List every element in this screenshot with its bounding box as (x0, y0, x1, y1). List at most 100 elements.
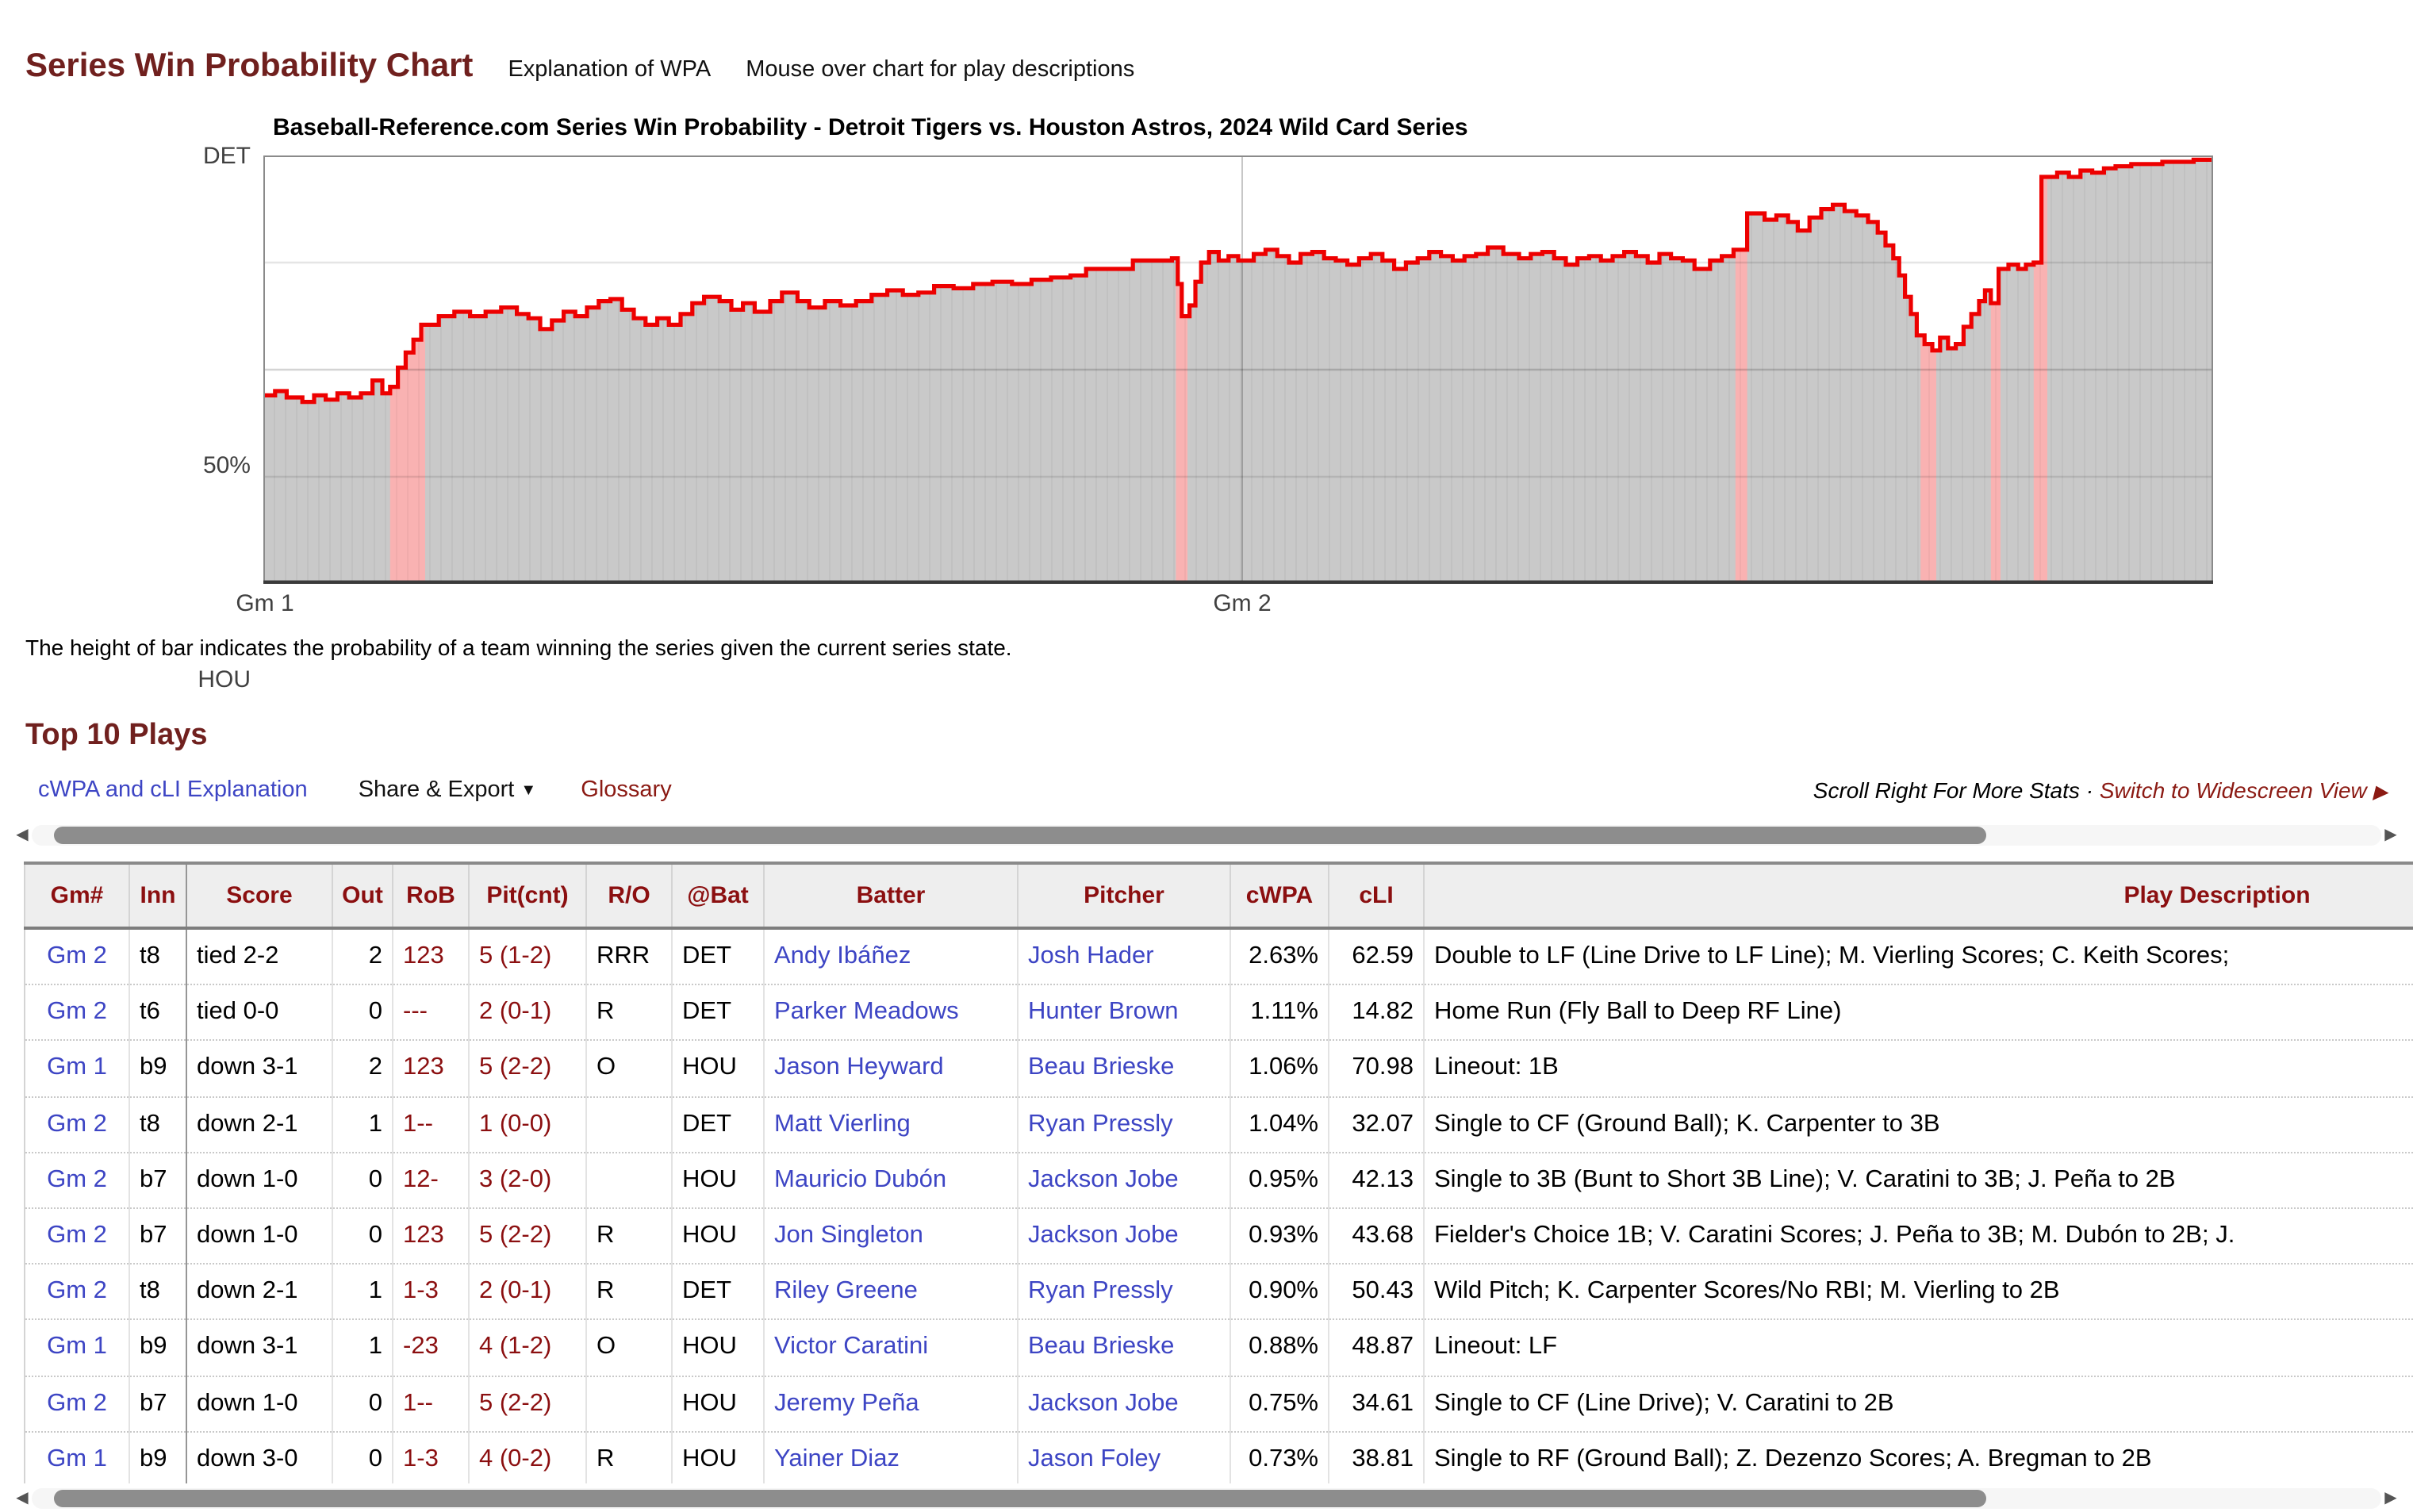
widescreen-view-link[interactable]: Switch to Widescreen View (2099, 777, 2367, 803)
cell-desc: Lineout: 1B (1424, 1040, 2413, 1098)
scrollbar-track[interactable] (32, 825, 2381, 846)
batter-link[interactable]: Jeremy Peña (774, 1389, 919, 1417)
column-header-rob[interactable]: RoB (393, 862, 470, 930)
scroll-left-arrow-icon[interactable]: ◀ (16, 1490, 29, 1507)
cell-bat: DET (672, 984, 765, 1042)
cell-ro (586, 1096, 673, 1153)
scroll-right-arrow-icon[interactable]: ▶ (2384, 827, 2397, 844)
cell-rob: 1-- (393, 1376, 470, 1433)
column-header--bat[interactable]: @Bat (672, 862, 765, 930)
batter-link[interactable]: Mauricio Dubón (774, 1165, 947, 1193)
table-header-row: Gm# Inn Score Out RoB Pit(cnt) R/O @Bat Batter Pi… (24, 862, 2413, 930)
column-header-pitcher[interactable]: Pitcher (1018, 862, 1231, 930)
share-export-menu[interactable]: Share & Export ▼ (359, 777, 543, 803)
cell-gm: Gm 2 (24, 1096, 130, 1153)
cell-desc: Fielder's Choice 1B; V. Caratini Scores;… (1424, 1207, 2413, 1265)
cell-cli: 14.82 (1329, 984, 1425, 1042)
batter-link[interactable]: Riley Greene (774, 1277, 918, 1305)
pitcher-link[interactable]: Ryan Pressly (1028, 1110, 1173, 1138)
cell-desc: Single to CF (Ground Ball); K. Carpenter… (1424, 1096, 2413, 1153)
cell-cli: 43.68 (1329, 1207, 1425, 1265)
cell-inn: b9 (129, 1040, 187, 1098)
cell-cwpa: 0.93% (1230, 1207, 1329, 1265)
cell-batter: Jeremy Peña (764, 1376, 1019, 1433)
column-header-pit-cnt-[interactable]: Pit(cnt) (469, 862, 587, 930)
wpa-explanation-link[interactable]: Explanation of WPA (508, 57, 712, 83)
cell-cwpa: 1.11% (1230, 984, 1329, 1042)
widescreen-arrow-icon: ▶ (2373, 781, 2388, 803)
cwpa-cli-explanation-link[interactable]: cWPA and cLI Explanation (38, 777, 308, 803)
cell-cwpa: 0.75% (1230, 1376, 1329, 1433)
gm-link[interactable]: Gm 2 (47, 1389, 107, 1417)
glossary-link[interactable]: Glossary (581, 777, 672, 803)
batter-link[interactable]: Jason Heyward (774, 1053, 944, 1081)
pitcher-link[interactable]: Ryan Pressly (1028, 1277, 1173, 1305)
pitcher-link[interactable]: Beau Brieske (1028, 1053, 1175, 1081)
column-header-out[interactable]: Out (332, 862, 393, 930)
gm-link[interactable]: Gm 2 (47, 1110, 107, 1138)
share-export-label: Share & Export (358, 777, 515, 803)
pitcher-link[interactable]: Josh Hader (1028, 942, 1154, 970)
batter-link[interactable]: Jon Singleton (774, 1222, 923, 1249)
cell-score: down 2-1 (186, 1096, 333, 1153)
column-header-cwpa[interactable]: cWPA (1230, 862, 1329, 930)
pitcher-link[interactable]: Hunter Brown (1028, 998, 1179, 1026)
gm-link[interactable]: Gm 2 (47, 1165, 107, 1193)
scroll-left-arrow-icon[interactable]: ◀ (16, 827, 29, 844)
cell-score: down 1-0 (186, 1376, 333, 1433)
batter-link[interactable]: Yainer Diaz (774, 1445, 900, 1472)
cell-pitcher: Josh Hader (1018, 928, 1231, 986)
gm-link[interactable]: Gm 2 (47, 998, 107, 1026)
scrollbar-thumb[interactable] (54, 827, 1986, 844)
cell-desc: Wild Pitch; K. Carpenter Scores/No RBI; … (1424, 1264, 2413, 1321)
cell-rob: 1-3 (393, 1431, 470, 1483)
batter-link[interactable]: Matt Vierling (774, 1110, 911, 1138)
cell-batter: Andy Ibáñez (764, 928, 1019, 986)
pitcher-link[interactable]: Beau Brieske (1028, 1333, 1175, 1360)
chart-plot-area[interactable] (263, 155, 2215, 585)
column-header-batter[interactable]: Batter (764, 862, 1019, 930)
column-header-gm-[interactable]: Gm# (24, 862, 130, 930)
win-probability-line (263, 157, 2215, 405)
cell-cli: 34.61 (1329, 1376, 1425, 1433)
scrollbar-thumb[interactable] (54, 1490, 1986, 1507)
chart-caption: The height of bar indicates the probabil… (25, 635, 1012, 660)
cell-cwpa: 0.73% (1230, 1431, 1329, 1483)
cell-ro: R (586, 984, 673, 1042)
gm-link[interactable]: Gm 2 (47, 942, 107, 970)
gm-link[interactable]: Gm 2 (47, 1222, 107, 1249)
cell-pit: 1 (0-0) (469, 1096, 587, 1153)
cell-gm: Gm 1 (24, 1040, 130, 1098)
pitcher-link[interactable]: Jackson Jobe (1028, 1222, 1179, 1249)
cell-pitcher: Jackson Jobe (1018, 1207, 1231, 1265)
gm-link[interactable]: Gm 1 (47, 1053, 107, 1081)
cell-out: 2 (332, 928, 393, 986)
scrollbar-track[interactable] (32, 1488, 2381, 1509)
cell-ro: O (586, 1319, 673, 1377)
cell-desc: Home Run (Fly Ball to Deep RF Line) (1424, 984, 2413, 1042)
column-header-score[interactable]: Score (186, 862, 333, 930)
column-header-play-description[interactable]: Play Description (1424, 862, 2413, 930)
gm-link[interactable]: Gm 2 (47, 1277, 107, 1305)
batter-link[interactable]: Victor Caratini (774, 1333, 929, 1360)
cell-gm: Gm 1 (24, 1431, 130, 1483)
gm-link[interactable]: Gm 1 (47, 1445, 107, 1472)
scroll-right-arrow-icon[interactable]: ▶ (2384, 1490, 2397, 1507)
gm-link[interactable]: Gm 1 (47, 1333, 107, 1360)
cell-bat: HOU (672, 1431, 765, 1483)
pitcher-link[interactable]: Jackson Jobe (1028, 1165, 1179, 1193)
cell-bat: HOU (672, 1152, 765, 1209)
column-header-inn[interactable]: Inn (129, 862, 187, 930)
column-header-cli[interactable]: cLI (1329, 862, 1425, 930)
column-header-r-o[interactable]: R/O (586, 862, 673, 930)
pitcher-link[interactable]: Jackson Jobe (1028, 1389, 1179, 1417)
pitcher-link[interactable]: Jason Foley (1028, 1445, 1161, 1472)
cell-gm: Gm 2 (24, 1376, 130, 1433)
y-axis-label-hou: HOU (198, 666, 251, 693)
cell-desc: Single to RF (Ground Ball); Z. Dezenzo S… (1424, 1431, 2413, 1483)
batter-link[interactable]: Andy Ibáñez (774, 942, 911, 970)
chevron-down-icon: ▼ (520, 782, 537, 800)
batter-link[interactable]: Parker Meadows (774, 998, 959, 1026)
cell-gm: Gm 2 (24, 928, 130, 986)
cell-cli: 50.43 (1329, 1264, 1425, 1321)
